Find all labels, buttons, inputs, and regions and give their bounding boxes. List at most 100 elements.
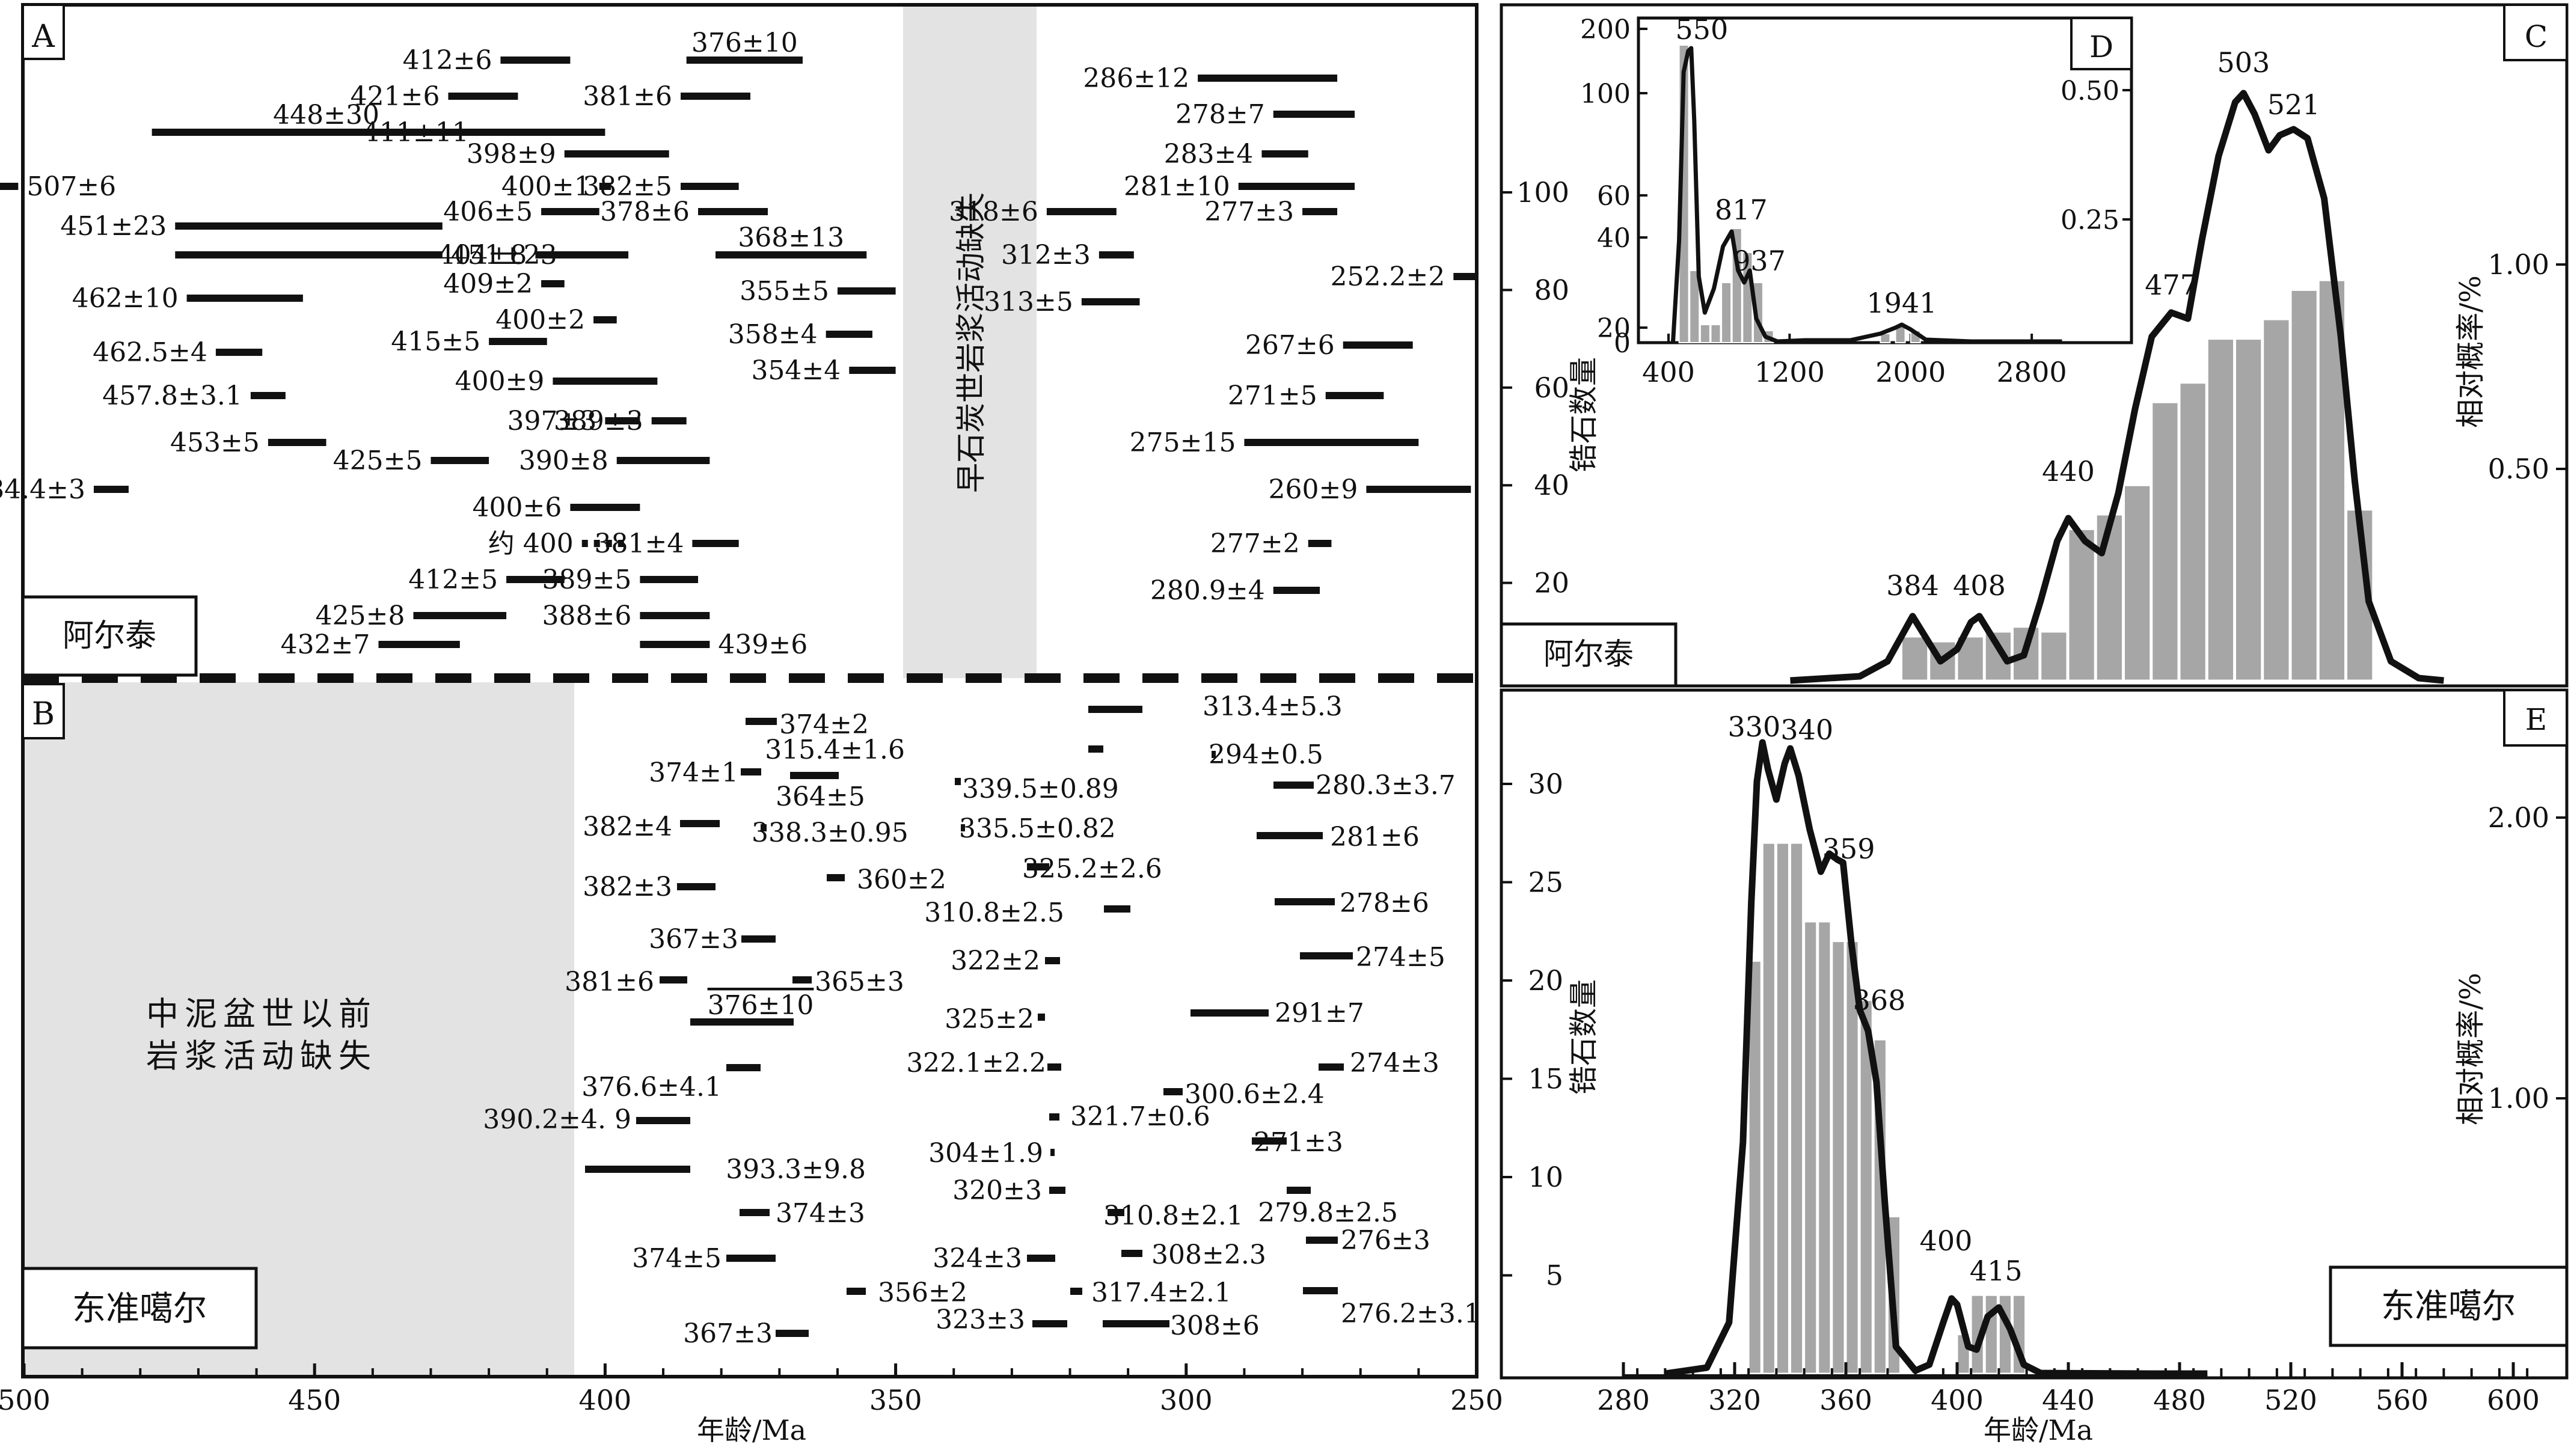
histogram-bar [1859,999,1874,1375]
y-tick-label: 20 [1534,567,1569,599]
age-label: 378±6 [600,197,690,227]
age-label: 400±1 [501,171,591,202]
age-label: 271±5 [1228,381,1317,411]
x-tick-label: 400 [1642,356,1695,388]
x-tick-label: 2000 [1875,356,1946,388]
age-label: 451±23 [60,211,167,242]
age-label: 462±10 [72,283,179,314]
panel-e-frame [1500,688,2569,1380]
peak-label: 503 [2217,46,2270,79]
y-tick-label: 20 [1528,964,1563,997]
x-tick-label: 450 [288,1384,341,1416]
age-label: 376±10 [708,990,814,1021]
peak-label: 415 [1970,1255,2023,1287]
histogram-bar [1761,842,1776,1375]
panel-b-region-label: 东准噶尔 [72,1289,207,1329]
panel-c-plot: 20 40 60 80 100 0.50 1.00 384 408 440 477 503 521 [1501,46,2567,684]
histogram-bar [1689,270,1700,343]
panel-ab-x-axis: 500 450 400 350 300 250 [0,1363,1503,1416]
panel-d-letter: D [2089,29,2113,64]
age-label: 398±9 [467,139,556,170]
panel-a-letter-box [22,4,65,60]
y2-tick-label: 0.25 [2061,205,2119,236]
age-label: 276±3 [1341,1225,1430,1256]
histogram-bar [2151,401,2180,682]
x-tick-label: 360 [1819,1384,1872,1416]
y-tick-label: 0 [1614,328,1631,359]
age-label: 439±6 [718,629,807,660]
x-tick-label: 280 [1597,1384,1650,1416]
age-label: 310.8±2.1 [1103,1201,1243,1231]
age-label: 412±5 [408,564,498,595]
age-label: 367±3 [649,924,738,955]
panel-a-gap-zone [903,5,1037,678]
y2-tick-label: 0.50 [2488,453,2549,485]
y-tick-label: 5 [1546,1259,1563,1292]
age-label: 365±3 [815,967,904,997]
peak-label: 330 [1727,711,1780,743]
panel-e-x-label: 年龄/Ma [1984,1414,2093,1446]
histogram-bar [2039,631,2068,682]
age-label: 291±7 [1275,998,1364,1029]
peak-label: 477 [2145,269,2198,301]
age-label: 382±3 [583,872,672,902]
x-tick-label: 480 [2153,1384,2206,1416]
age-label: 388±6 [542,601,632,631]
panel-e-region-label: 东准噶尔 [2381,1287,2516,1326]
age-label: 324±3 [933,1243,1022,1274]
age-label: 411±11 [363,117,469,148]
age-label: 280.9±4 [1150,575,1265,606]
age-label: 317.4±2.1 [1091,1277,1231,1308]
histogram-bar [1747,959,1762,1375]
histogram-bar [2206,338,2235,682]
panel-c-region-label: 阿尔泰 [1543,637,1634,671]
histogram-bar [2123,484,2152,682]
x-tick-label: 1200 [1754,356,1825,388]
y-tick-label: 10 [1528,1161,1563,1193]
peak-label: 440 [2042,455,2095,488]
histogram-bar [1901,635,1929,682]
x-tick-label: 320 [1708,1384,1761,1416]
age-label: 281±10 [1124,171,1230,202]
age-label: 397±3 [507,406,597,436]
histogram-bar [1789,842,1804,1375]
age-label: 274±3 [1350,1048,1439,1078]
age-label: 321.7±0.6 [1070,1101,1210,1132]
age-label: 389±5 [542,564,632,595]
age-label: 310.8±2.5 [924,898,1064,928]
age-label: 448±30 [273,100,379,130]
age-label: 393.3±9.8 [726,1154,866,1185]
panel-c-letter: C [2525,19,2548,54]
histogram-bar [1699,324,1711,343]
age-label: 390±8 [519,445,608,476]
y-tick-label: 20 [1597,313,1631,344]
age-label: 304±1.9 [928,1138,1043,1169]
age-label: 322.1±2.2 [906,1048,1046,1078]
age-label: 381±6 [583,81,672,112]
panel-c-frame [1500,3,2569,688]
panel-a-region-box [21,595,198,677]
age-label: 376.6±4.1 [581,1072,722,1103]
x-tick-label: 500 [0,1384,51,1416]
peak-label: 384 [1886,569,1939,602]
peak-label: 400 [1920,1225,1973,1257]
y-tick-label: 200 [1580,14,1631,45]
panel-b-letter: B [32,696,55,732]
age-label: 283±4 [1164,139,1254,170]
age-label: 358±4 [728,319,818,350]
peak-label: 408 [1953,569,2006,602]
age-label: 274±5 [1356,942,1445,973]
age-label: 374±2 [779,709,869,740]
age-label: 275±15 [1130,427,1236,458]
age-label: 300.6±2.4 [1184,1079,1325,1110]
age-label: 308±6 [1170,1311,1260,1341]
histogram-bar [2290,289,2318,682]
panel-ab-x-label: 年龄/Ma [697,1414,806,1446]
x-tick-label: 560 [2376,1384,2429,1416]
peak-label: 359 [1822,833,1875,865]
y2-tick-label: 0.50 [2061,76,2119,106]
age-label: 313±5 [984,287,1073,317]
peak-label: 550 [1675,13,1728,46]
histogram-bar [1817,920,1832,1375]
